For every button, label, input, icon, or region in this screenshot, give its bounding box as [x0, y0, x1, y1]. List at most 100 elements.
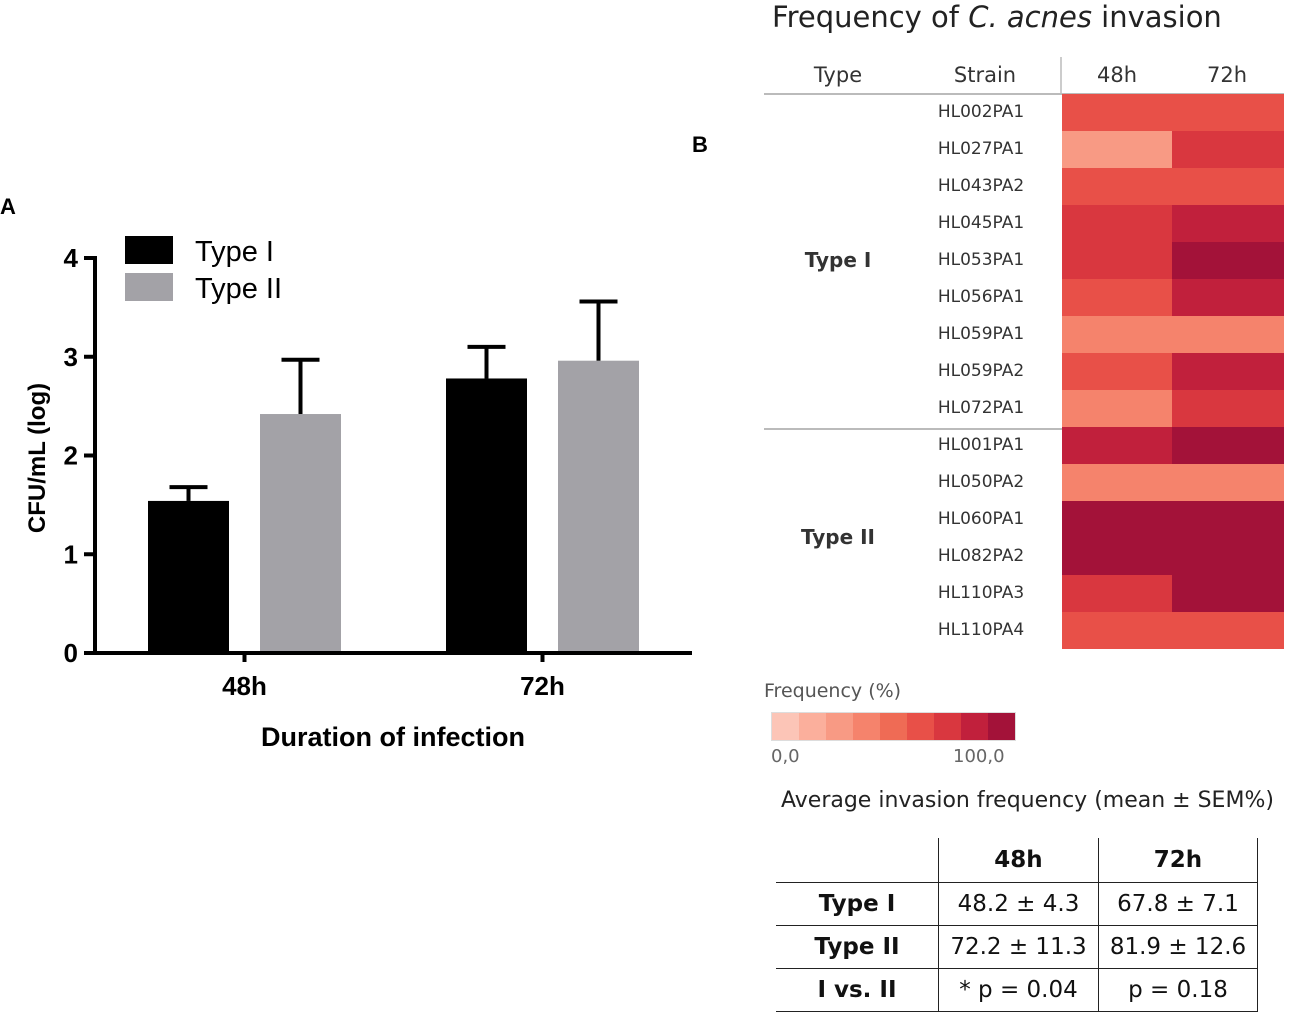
heatmap-legend-title: Frequency (%): [764, 680, 902, 702]
strain-label: HL110PA3: [937, 583, 1025, 603]
stats-col-48h: 48h: [938, 838, 1099, 883]
heatmap-row: HL110PA3: [764, 575, 1284, 612]
stats-row-type-2: Type II 72.2 ± 11.3 81.9 ± 12.6: [776, 925, 1258, 969]
heatmap-cell-h48: [1062, 94, 1174, 131]
heatmap-row: HL059PA1: [764, 316, 1284, 353]
strain-label: HL045PA1: [937, 213, 1025, 233]
heatmap-cell-h72: [1172, 242, 1284, 279]
x-tick-label: 72h: [520, 671, 565, 701]
heatmap-row: HL059PA2: [764, 353, 1284, 390]
y-ticks: 0 1 2 3 4: [64, 243, 95, 668]
bar-type-i-48h: [148, 500, 229, 653]
stats-col-72h: 72h: [1098, 838, 1258, 883]
stats-row-label: Type II: [776, 925, 939, 969]
heatmap-cell-h72: [1172, 538, 1284, 575]
heatmap-cell-h72: [1172, 390, 1284, 427]
stats-cell-72h: p = 0.18: [1098, 968, 1258, 1012]
stats-corner: [776, 838, 939, 883]
strain-label: HL002PA1: [937, 102, 1025, 122]
scale-swatch: [907, 713, 934, 740]
heatmap-cell-h48: [1062, 242, 1174, 279]
heatmap-cell-h72: [1172, 501, 1284, 538]
heatmap-cell-h72: [1172, 205, 1284, 242]
y-tick-label: 4: [64, 243, 79, 273]
heatmap-cell-h48: [1062, 575, 1174, 612]
heatmap-cell-h72: [1172, 131, 1284, 168]
bar-chart: Type I Type II 0 1 2 3 4 48h 72h Duration of …: [24, 236, 692, 752]
group-label: Type I: [804, 247, 872, 272]
heatmap-cell-h48: [1062, 464, 1174, 501]
heatmap-cell-h48: [1062, 168, 1174, 205]
panel-a-letter: A: [0, 194, 16, 219]
x-ticks: 48h 72h: [222, 653, 565, 701]
y-tick-label: 0: [64, 638, 78, 668]
header-strain: Strain: [953, 63, 1017, 87]
x-axis-title: Duration of infection: [261, 722, 525, 752]
heatmap-title-prefix: Frequency of: [772, 0, 969, 34]
strain-label: HL110PA4: [937, 620, 1025, 640]
scale-swatch: [772, 713, 799, 740]
average-frequency-title: Average invasion frequency (mean ± SEM%): [781, 788, 1274, 813]
y-tick-label: 2: [64, 441, 78, 471]
scale-swatch: [961, 713, 988, 740]
y-axis-title: CFU/mL (log): [24, 383, 51, 533]
header-48h: 48h: [1096, 63, 1138, 87]
heatmap-cell-h48: [1062, 612, 1174, 649]
y-tick-label: 3: [64, 342, 78, 372]
heatmap-row: HL072PA1: [764, 390, 1284, 427]
stats-row-label: I vs. II: [776, 968, 939, 1012]
heatmap-cell-h48: [1062, 501, 1174, 538]
stats-cell-72h: 67.8 ± 7.1: [1098, 882, 1258, 926]
header-72h: 72h: [1206, 63, 1248, 87]
heatmap-row: HL001PA1: [764, 427, 1284, 464]
strain-label: HL059PA2: [937, 361, 1025, 381]
stats-row-label: Type I: [776, 882, 939, 926]
stats-cell-48h: 48.2 ± 4.3: [938, 882, 1099, 926]
heatmap-row: HL110PA4: [764, 612, 1284, 649]
stats-row-comparison: I vs. II * p = 0.04 p = 0.18: [776, 968, 1258, 1012]
bar-type-ii-72h: [558, 360, 639, 653]
heatmap-cell-h72: [1172, 168, 1284, 205]
heatmap-row: HL027PA1: [764, 131, 1284, 168]
heatmap-title-species: C. acnes: [968, 0, 1092, 34]
heatmap-cell-h48: [1062, 538, 1174, 575]
bar-type-ii-48h: [260, 414, 341, 653]
heatmap-cell-h72: [1172, 353, 1284, 390]
heatmap-cell-h48: [1062, 131, 1174, 168]
scale-swatch: [934, 713, 961, 740]
stats-table: 48h 72h Type I 48.2 ± 4.3 67.8 ± 7.1 Typ…: [776, 838, 1258, 1012]
stats-row-type-1: Type I 48.2 ± 4.3 67.8 ± 7.1: [776, 882, 1258, 926]
scale-swatch: [853, 713, 880, 740]
heatmap-cell-h72: [1172, 575, 1284, 612]
strain-label: HL053PA1: [937, 250, 1025, 270]
legend-label-type-1: Type I: [195, 236, 274, 268]
strain-label: HL043PA2: [937, 176, 1025, 196]
group-label: Type II: [800, 525, 876, 549]
strain-label: HL082PA2: [937, 546, 1025, 566]
chart-legend: Type I Type II: [125, 236, 282, 305]
heatmap-cell-h48: [1062, 353, 1174, 390]
heatmap-row: HL045PA1: [764, 205, 1284, 242]
heatmap-cell-h72: [1172, 316, 1284, 353]
heatmap-cell-h72: [1172, 427, 1284, 464]
bar-type-i-72h: [446, 378, 527, 653]
scale-swatch: [826, 713, 853, 740]
heatmap-row: HL050PA2: [764, 464, 1284, 501]
heatmap-cell-h48: [1062, 205, 1174, 242]
legend-swatch-type-1: [125, 236, 173, 264]
heatmap-row: HL060PA1: [764, 501, 1284, 538]
heatmap-cell-h72: [1172, 464, 1284, 501]
heatmap-legend-min: 0,0: [771, 746, 800, 767]
heatmap-row: HL056PA1: [764, 279, 1284, 316]
legend-label-type-2: Type II: [195, 273, 282, 305]
strain-label: HL001PA1: [937, 435, 1025, 455]
strain-label: HL072PA1: [937, 398, 1025, 418]
y-tick-label: 1: [64, 539, 78, 569]
heatmap-title-suffix: invasion: [1091, 0, 1222, 34]
strain-label: HL027PA1: [937, 139, 1025, 159]
scale-swatch: [799, 713, 826, 740]
heatmap-color-scale: [771, 712, 1016, 741]
bars-group: [148, 299, 639, 653]
heatmap-title: Frequency of C. acnes invasion: [772, 0, 1222, 34]
panel-b-letter: B: [692, 132, 708, 157]
